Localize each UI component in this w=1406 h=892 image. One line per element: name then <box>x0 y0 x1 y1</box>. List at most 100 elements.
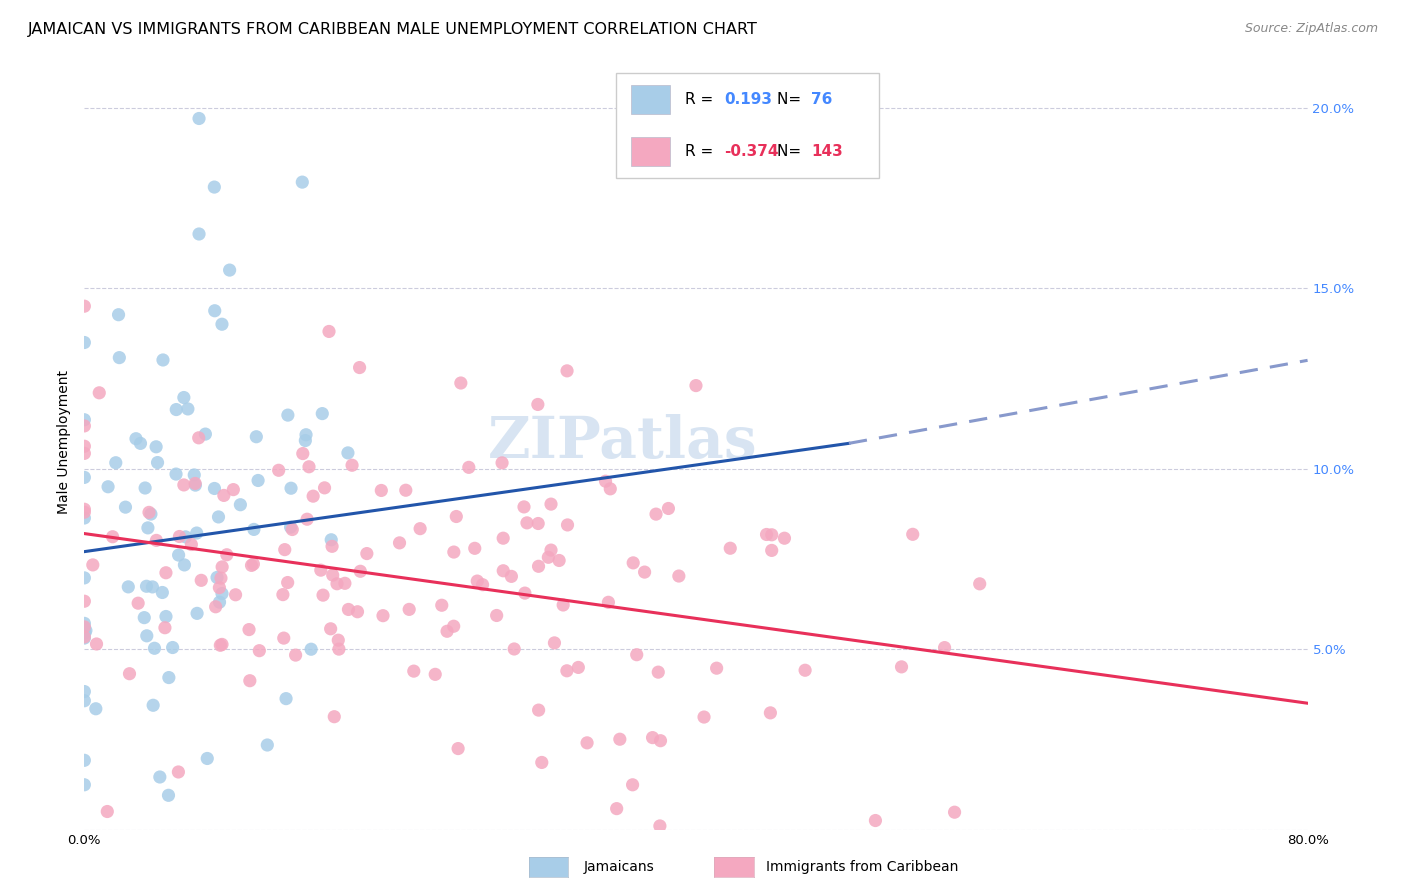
Point <box>73 571 96 585</box>
Point <box>96 805 118 819</box>
Point <box>204 599 226 614</box>
Point <box>934 640 956 655</box>
Point <box>186 607 208 621</box>
Point <box>299 642 322 657</box>
Point <box>370 483 392 498</box>
Point <box>492 564 515 578</box>
Point <box>280 481 302 495</box>
Point <box>97 480 120 494</box>
Point <box>184 478 207 492</box>
Point <box>107 308 129 322</box>
Point <box>548 553 571 567</box>
Point <box>706 661 728 675</box>
Text: R =: R = <box>685 144 718 159</box>
Point <box>267 463 290 477</box>
Point <box>326 576 349 591</box>
Point <box>73 778 96 792</box>
Point <box>135 629 157 643</box>
Text: 0.193: 0.193 <box>724 92 772 107</box>
Point <box>89 385 111 400</box>
Point <box>430 599 453 613</box>
Point <box>537 550 560 565</box>
Text: 76: 76 <box>811 92 832 107</box>
Point <box>239 673 262 688</box>
Point <box>645 507 668 521</box>
Point <box>318 325 340 339</box>
Point <box>240 558 263 573</box>
Point <box>540 497 562 511</box>
Point <box>73 505 96 519</box>
Point <box>208 581 231 595</box>
Point <box>969 577 991 591</box>
Point <box>567 660 589 674</box>
Point <box>371 608 394 623</box>
Point <box>153 621 176 635</box>
Point <box>157 789 180 803</box>
Bar <box>616 73 880 178</box>
Point <box>865 814 887 828</box>
Point <box>291 446 314 460</box>
Point <box>73 630 96 644</box>
Point <box>73 753 96 767</box>
Point <box>73 594 96 608</box>
Point <box>194 427 217 442</box>
Point <box>557 517 579 532</box>
Point <box>901 527 924 541</box>
Point <box>86 637 108 651</box>
Point <box>356 547 378 561</box>
Point <box>277 408 299 422</box>
Point <box>173 391 195 405</box>
Point <box>155 609 177 624</box>
Point <box>118 666 141 681</box>
Point <box>173 478 195 492</box>
Point <box>291 175 314 189</box>
Point <box>73 439 96 453</box>
Point <box>139 507 162 521</box>
Point <box>761 528 783 542</box>
Point <box>280 520 302 534</box>
Point <box>73 502 96 516</box>
Point <box>142 698 165 713</box>
Point <box>73 694 96 708</box>
Point <box>295 427 318 442</box>
Point <box>101 530 124 544</box>
Point <box>309 563 332 577</box>
Point <box>212 488 235 502</box>
Point <box>349 564 371 578</box>
Point <box>450 376 472 390</box>
Point <box>238 623 260 637</box>
Point <box>256 738 278 752</box>
Point <box>402 664 425 678</box>
Point <box>195 751 218 765</box>
Point <box>540 543 562 558</box>
Text: Jamaicans: Jamaicans <box>583 860 654 874</box>
Point <box>491 456 513 470</box>
Point <box>104 456 127 470</box>
Point <box>598 595 620 609</box>
Point <box>501 569 523 583</box>
Point <box>516 516 538 530</box>
Point <box>211 586 233 600</box>
Point <box>446 509 468 524</box>
Point <box>657 501 679 516</box>
Point <box>321 539 343 553</box>
Point <box>633 565 655 579</box>
Point <box>943 805 966 820</box>
Point <box>333 576 356 591</box>
Point <box>761 543 783 558</box>
Point <box>73 446 96 460</box>
Point <box>328 633 350 648</box>
Point <box>425 667 447 681</box>
Point <box>243 523 266 537</box>
Point <box>73 413 96 427</box>
Bar <box>631 137 671 166</box>
Text: Immigrants from Caribbean: Immigrants from Caribbean <box>766 860 959 874</box>
Text: -0.374: -0.374 <box>724 144 779 159</box>
Point <box>648 819 671 833</box>
Point <box>155 566 177 580</box>
Point <box>395 483 418 498</box>
Point <box>218 263 240 277</box>
Point <box>319 622 342 636</box>
Point <box>718 541 741 556</box>
Point <box>555 664 578 678</box>
